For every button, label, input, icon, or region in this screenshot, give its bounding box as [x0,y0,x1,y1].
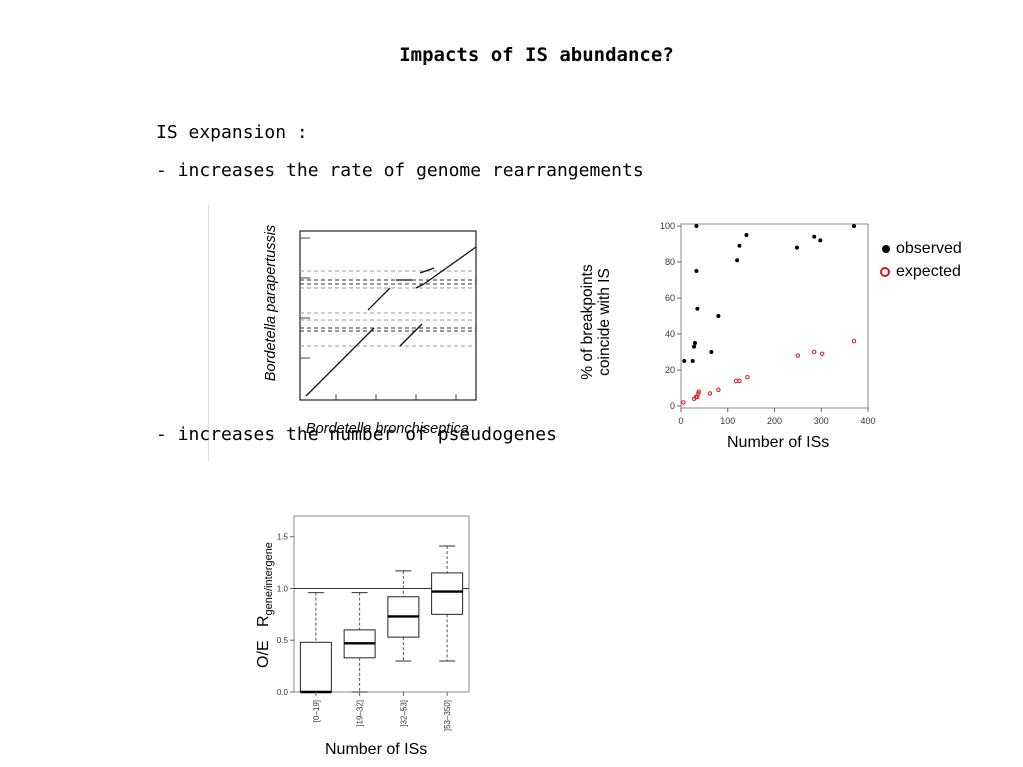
observed-point [694,224,699,228]
expected-point [716,387,721,393]
boxplot-category-label: ]32–53] [399,700,408,727]
legend-observed-label: observed [896,239,962,257]
observed-point [709,350,714,354]
box-iqr [299,641,332,693]
scatter-plot-frame [680,223,869,409]
scatter-y-tick-label: 80 [665,257,675,267]
observed-point [794,245,799,250]
boxplot-frame [293,515,470,693]
oe-boxplot-chart: 0.0 0.5 1.0 1.5 [0–19] ]19–32] ]32–53] ]53–350] [277,515,470,731]
legend-item-observed: observed [880,238,962,259]
scatter-y-tick-label: 100 [660,221,675,231]
scatter-y-tick-label: 60 [665,293,675,303]
expected-point [795,353,801,358]
boxplot-y-label-r: R [255,615,272,628]
observed-point [682,359,687,363]
dotplot-y-label: Bordetella parapertussis [263,224,279,382]
dotplot-frame [299,230,477,401]
boxplot-y-tick-label: 1.0 [277,584,289,593]
scatter-y-label: % of breakpoints coincide with IS [579,242,613,402]
observed-point [695,306,700,311]
legend-item-expected: expected [880,259,962,285]
observed-point [818,238,823,243]
expected-point [745,375,750,380]
legend-expected-label: expected [896,263,961,280]
slide-title: Impacts of IS abundance? [399,44,674,66]
observed-marker-icon [882,244,890,253]
boxplot-x-label: Number of ISs [325,741,428,758]
scatter-y-label-line2: coincide with IS [596,268,613,376]
scatter-x-tick-label: 0 [678,416,683,426]
observed-point [851,224,856,228]
observed-point [735,258,740,263]
synteny-segments [305,246,477,397]
image-edge-divider [208,205,209,461]
expected-point [693,394,699,400]
observed-point [692,344,697,349]
intro-text: IS expansion : [156,122,308,143]
scatter-x-tick-label: 100 [720,416,735,426]
scatter-x-tick-label: 300 [814,416,829,426]
expected-point [707,391,713,396]
observed-point [737,243,742,248]
expected-point [812,349,817,355]
expected-point [681,400,686,405]
observed-point [716,314,721,318]
bullet-rearrangements: - increases the rate of genome rearrange… [156,160,644,181]
expected-point [819,351,825,357]
boxplot-category-label: [0–19] [312,700,321,722]
observed-point [694,269,699,273]
scatter-x-tick-label: 200 [767,416,782,426]
observed-point [690,359,695,363]
expected-point [851,339,857,344]
scatter-y-tick-label: 0 [670,401,675,411]
breakpoints-scatter-chart: 0 20 40 60 80 100 0 100 200 300 400 [660,221,876,426]
boxplot-category-label: ]53–350] [443,700,452,731]
is-dashed-lines [300,270,476,347]
scatter-x-tick-label: 400 [860,416,875,426]
boxplot-y-tick-label: 1.5 [277,533,289,542]
observed-point [693,341,698,345]
observed-point [812,234,817,239]
boxplot-y-label-sub: gene/intergene [263,542,275,616]
observed-point [744,233,749,237]
boxplot-category-label: ]19–32] [356,700,365,727]
expected-marker-icon [880,267,890,277]
boxplot-y-tick-label: 0.0 [277,688,289,697]
bullet-pseudogenes: - increases the number of pseudogenes [156,424,557,445]
expected-point [696,389,701,394]
dotplot-x-label: Bordetella bronchiseptica [306,421,469,437]
genome-dotplot [299,230,477,401]
scatter-y-label-line1: % of breakpoints [579,264,596,380]
box-iqr [431,572,464,615]
scatter-x-label: Number of ISs [727,434,830,451]
dotplot-ticks [300,237,457,400]
scatter-y-tick-label: 40 [665,329,675,339]
boxplot-y-label: O/E Rgene/intergene [250,515,278,695]
scatter-y-tick-label: 20 [665,365,675,375]
boxplot-y-tick-label: 0.5 [277,636,289,645]
expected-point [737,378,742,384]
boxplot-y-label-oe: O/E [255,640,272,668]
scatter-legend: observed expected [880,238,962,285]
